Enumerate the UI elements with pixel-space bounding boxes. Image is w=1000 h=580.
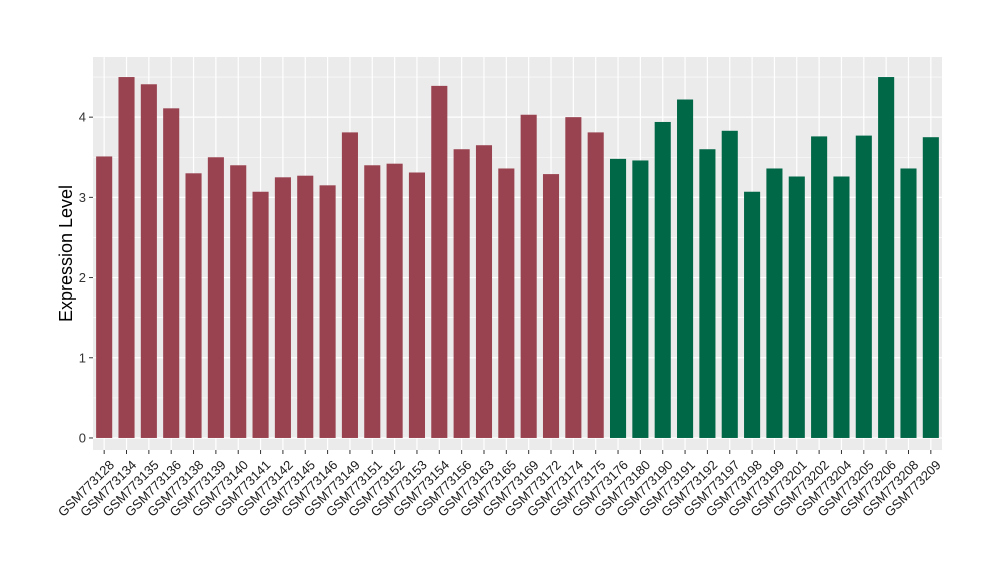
bar	[364, 165, 381, 438]
bar	[811, 136, 828, 438]
bar	[453, 149, 470, 438]
bar	[386, 163, 403, 438]
bar	[900, 168, 917, 438]
bar	[96, 156, 113, 438]
bar	[677, 99, 694, 438]
bar	[632, 160, 649, 438]
bar	[587, 132, 604, 438]
bar	[788, 176, 805, 438]
bar	[520, 114, 537, 438]
bar	[341, 132, 358, 438]
bar	[431, 85, 448, 438]
bar	[185, 173, 202, 438]
bar	[744, 191, 761, 438]
bar	[565, 117, 582, 438]
bar	[274, 177, 291, 438]
bar	[833, 176, 850, 438]
bar	[699, 149, 716, 438]
bar	[721, 130, 738, 438]
bar	[609, 158, 627, 438]
bar	[855, 135, 872, 438]
y-tick-label: 4	[79, 110, 86, 125]
bar	[140, 84, 157, 438]
bar	[118, 77, 135, 438]
x-axis: GSM773128GSM773134GSM773135GSM773136GSM7…	[55, 450, 944, 520]
bar	[319, 185, 336, 438]
y-tick-label: 2	[79, 270, 86, 285]
y-tick-label: 0	[79, 430, 86, 445]
bar	[922, 137, 939, 438]
y-tick-label: 1	[79, 350, 86, 365]
bar	[654, 121, 671, 438]
y-tick-label: 3	[79, 190, 86, 205]
bar	[163, 108, 180, 438]
bars	[96, 77, 939, 438]
bar	[878, 77, 895, 438]
bar	[252, 191, 269, 438]
bar	[408, 172, 426, 438]
y-axis-title: Expression Level	[56, 185, 76, 322]
bar	[207, 157, 224, 438]
bar	[230, 165, 247, 438]
bar	[766, 168, 783, 438]
bar	[498, 168, 515, 438]
bar	[475, 145, 493, 438]
bar	[542, 174, 560, 438]
bar	[297, 175, 314, 438]
y-axis: 0 1 2 3 4	[79, 110, 93, 445]
